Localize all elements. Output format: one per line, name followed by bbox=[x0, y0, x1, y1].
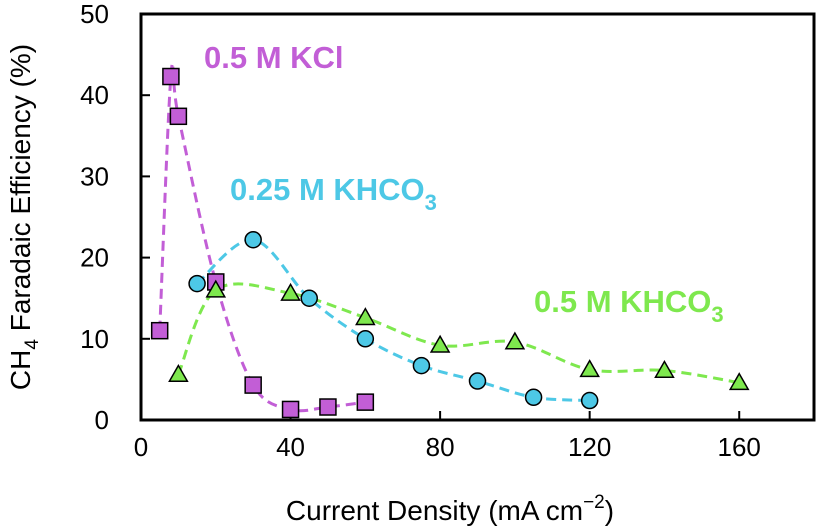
series-label-025m-khco3-subscript: 3 bbox=[425, 190, 437, 215]
data-point-triangle bbox=[504, 331, 526, 350]
data-point-square bbox=[162, 67, 180, 86]
y-axis-title-rest: Faradaic Efficiency (%) bbox=[5, 44, 36, 339]
series-label-025m-khco3: 0.25 M KHCO3 bbox=[230, 172, 437, 215]
x-tick-label: 80 bbox=[426, 432, 455, 462]
y-axis-ticks: 0 10 20 30 40 50 bbox=[80, 0, 150, 435]
data-point-triangle bbox=[579, 359, 600, 378]
data-point-circle bbox=[580, 391, 599, 410]
data-point-triangle bbox=[280, 282, 301, 301]
y-tick-label: 40 bbox=[80, 80, 109, 110]
data-point-circle bbox=[300, 289, 318, 307]
data-point-circle bbox=[524, 388, 543, 407]
x-axis-title: Current Density (mA cm−2) bbox=[286, 492, 614, 526]
data-point-circle bbox=[468, 372, 487, 390]
y-tick-label: 50 bbox=[80, 0, 109, 29]
x-tick-label: 40 bbox=[276, 432, 305, 462]
plot-frame bbox=[139, 12, 816, 422]
x-tick-label: 120 bbox=[568, 432, 611, 462]
data-point-triangle bbox=[728, 372, 750, 391]
x-axis-ticks: 0 40 80 120 160 bbox=[134, 411, 761, 462]
data-point-triangle bbox=[355, 307, 376, 326]
data-point-square bbox=[356, 393, 375, 411]
data-point-square bbox=[244, 376, 262, 394]
y-tick-label: 10 bbox=[80, 324, 109, 354]
data-point-triangle bbox=[654, 359, 675, 378]
series-line-1 bbox=[196, 238, 590, 403]
data-point-square bbox=[169, 107, 188, 126]
data-point-triangle bbox=[205, 279, 227, 298]
data-point-circle bbox=[244, 230, 262, 249]
data-point-triangle bbox=[168, 364, 189, 383]
series-label-kcl: 0.5 M KCl bbox=[204, 40, 344, 75]
data-point-square bbox=[319, 398, 337, 416]
x-tick-label: 160 bbox=[718, 432, 761, 462]
x-tick-label: 0 bbox=[134, 432, 148, 462]
series-label-05m-khco3-subscript: 3 bbox=[711, 302, 723, 327]
data-point-circle bbox=[356, 330, 375, 348]
data-point-square bbox=[281, 400, 300, 419]
x-axis-title-superscript: −2 bbox=[583, 492, 605, 513]
data-point-circle bbox=[188, 274, 206, 293]
series-label-05m-khco3: 0.5 M KHCO3 bbox=[534, 284, 724, 327]
series-line-0 bbox=[158, 61, 366, 413]
series-markers bbox=[150, 67, 750, 419]
x-axis-title-end: ) bbox=[605, 495, 614, 526]
y-tick-label: 30 bbox=[80, 161, 109, 191]
y-axis-title: CH4 Faradaic Efficiency (%) bbox=[5, 44, 43, 390]
y-tick-label: 20 bbox=[80, 243, 109, 273]
data-point-circle bbox=[412, 356, 431, 375]
data-point-triangle bbox=[429, 334, 451, 353]
data-point-square bbox=[150, 321, 169, 340]
y-axis-title-subscript: 4 bbox=[22, 339, 43, 350]
y-tick-label: 0 bbox=[95, 405, 109, 435]
